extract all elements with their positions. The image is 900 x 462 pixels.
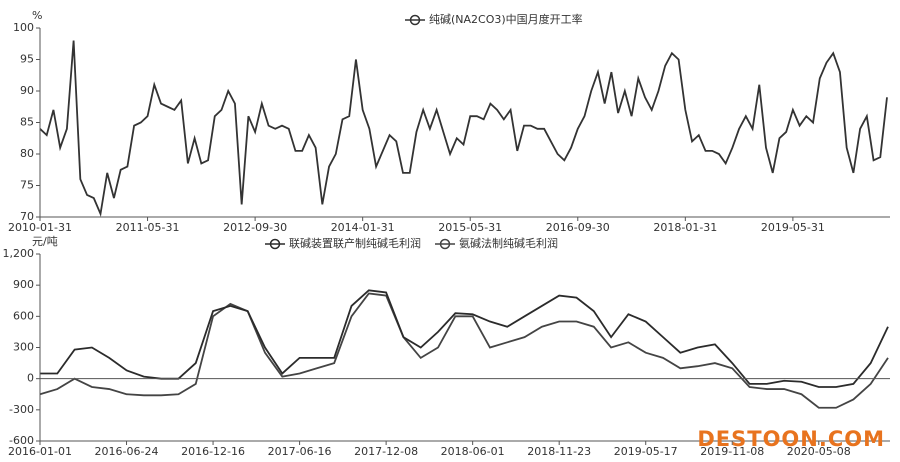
x-tick-label: 2010-01-31 (8, 221, 72, 234)
x-tick-label: 2019-05-17 (614, 445, 678, 458)
x-tick-label: 2018-06-01 (441, 445, 505, 458)
x-tick-label: 2018-01-31 (653, 221, 717, 234)
x-tick-label: 2019-05-31 (761, 221, 825, 234)
y-tick-label: 600 (13, 309, 34, 322)
x-tick-label: 2017-06-16 (268, 445, 332, 458)
x-tick-label: 2016-06-24 (95, 445, 159, 458)
x-tick-label: 2016-01-01 (8, 445, 72, 458)
watermark: DESTOON.COM (697, 427, 885, 451)
y-tick-label: 75 (20, 179, 34, 192)
series-line (39, 40, 888, 218)
x-tick-label: 2011-05-31 (116, 221, 180, 234)
x-tick-label: 2014-01-31 (331, 221, 395, 234)
x-tick-label: 2012-09-30 (223, 221, 287, 234)
series-line (40, 289, 889, 388)
y-tick-label: -600 (9, 434, 34, 447)
x-tick-label: 2019-11-08 (700, 445, 764, 458)
y-tick-label: 0 (27, 372, 34, 385)
x-tick-label: 2018-11-23 (527, 445, 591, 458)
y-tick-label: 90 (20, 84, 34, 97)
x-tick-label: 2020-05-08 (787, 445, 851, 458)
legend-label: 联碱装置联产制纯碱毛利润 (289, 236, 421, 250)
y-tick-label: -300 (9, 403, 34, 416)
y-tick-label: 1,200 (3, 247, 35, 260)
y-tick-label: 85 (20, 116, 34, 129)
y-tick-label: 95 (20, 53, 34, 66)
legend-label: 氨碱法制纯碱毛利润 (459, 236, 558, 250)
y-tick-label: 900 (13, 278, 34, 291)
x-tick-label: 2017-12-08 (354, 445, 418, 458)
y-tick-label: 100 (13, 21, 34, 34)
x-tick-label: 2016-09-30 (546, 221, 610, 234)
y-unit: 元/吨 (32, 235, 58, 248)
x-tick-label: 2015-05-31 (438, 221, 502, 234)
y-tick-label: 300 (13, 341, 34, 354)
legend-label: 纯碱(NA2CO3)中国月度开工率 (429, 12, 583, 26)
x-tick-label: 2016-12-16 (181, 445, 245, 458)
y-unit: % (32, 9, 42, 22)
series-line (39, 292, 889, 409)
y-tick-label: 70 (20, 210, 34, 223)
y-tick-label: 80 (20, 147, 34, 160)
